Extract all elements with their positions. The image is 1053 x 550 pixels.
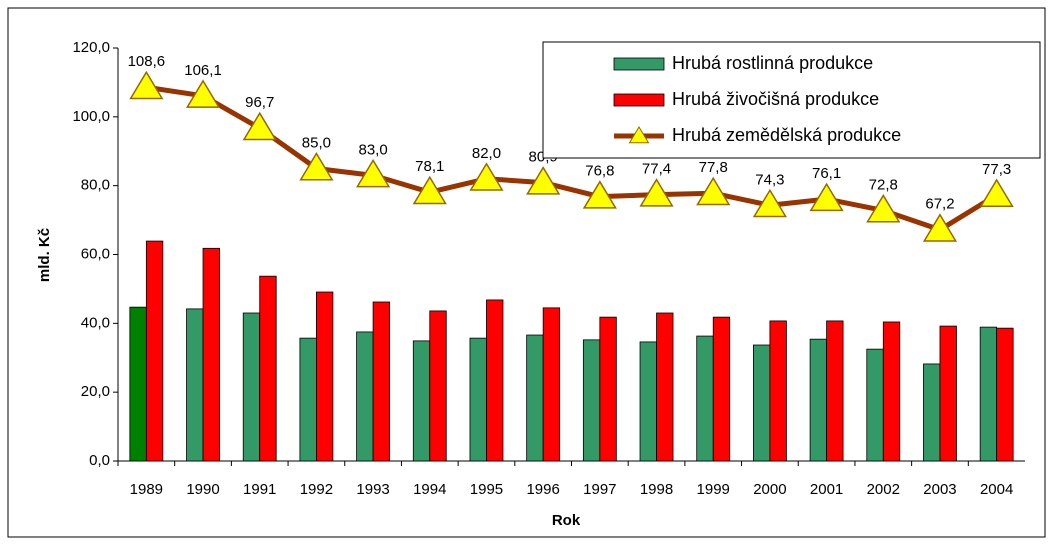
x-tick-label: 1995	[470, 481, 503, 498]
x-tick-label: 1991	[243, 481, 276, 498]
marker	[809, 182, 844, 212]
bar	[979, 326, 998, 462]
data-label: 96,7	[245, 94, 274, 111]
marker	[526, 166, 561, 195]
marker	[469, 162, 504, 191]
x-tick-label: 1992	[300, 481, 333, 498]
data-label: 82,0	[472, 145, 501, 162]
x-tick-label: 1989	[130, 481, 163, 498]
data-label: 76,8	[585, 163, 614, 180]
y-tick-label: 40,0	[81, 314, 110, 331]
bar	[486, 299, 504, 462]
bar	[542, 307, 561, 462]
x-tick-label: 2002	[867, 481, 900, 498]
marker	[185, 79, 221, 108]
x-tick-label: 2003	[923, 481, 956, 498]
data-label: 108,6	[128, 53, 166, 70]
bar	[923, 363, 941, 462]
y-axis-label: mld. Kč	[36, 228, 53, 282]
bar	[769, 320, 787, 462]
bar	[582, 339, 601, 462]
bar	[186, 308, 204, 462]
x-tick-label: 1999	[697, 481, 730, 498]
bar	[712, 316, 731, 462]
marker	[639, 178, 674, 207]
bar	[316, 291, 334, 462]
bar	[996, 327, 1014, 462]
marker	[412, 175, 447, 205]
marker	[979, 178, 1014, 207]
data-label: 77,8	[699, 159, 728, 176]
bar	[526, 334, 544, 462]
x-tick-label: 1994	[413, 481, 446, 498]
y-tick-label: 60,0	[81, 245, 110, 262]
x-tick-label: 1998	[640, 481, 673, 498]
x-tick-label: 1990	[186, 481, 219, 498]
data-label: 78,1	[415, 158, 444, 175]
y-tick-label: 0,0	[89, 452, 110, 469]
marker	[242, 111, 277, 141]
marker	[582, 180, 617, 209]
y-tick-label: 120,0	[72, 39, 110, 56]
marker	[129, 70, 164, 100]
bar	[372, 301, 390, 462]
bar	[412, 340, 431, 462]
x-tick-label: 1993	[356, 481, 389, 498]
bar	[753, 344, 771, 462]
data-label: 85,0	[302, 134, 331, 151]
x-tick-label: 2000	[753, 481, 786, 498]
bar	[242, 312, 261, 462]
marker	[922, 213, 958, 242]
bar	[866, 348, 884, 462]
x-tick-label: 1996	[526, 481, 559, 498]
bar	[882, 321, 901, 462]
y-tick-label: 80,0	[81, 177, 110, 194]
bar	[429, 310, 447, 462]
marker	[299, 152, 334, 181]
line	[145, 84, 998, 233]
marker	[356, 158, 391, 188]
bar	[809, 338, 827, 462]
bar	[356, 331, 374, 462]
legend-label: Hrubá rostlinná produkce	[672, 53, 873, 73]
legend-label: Hrubá zemědělská produkce	[672, 125, 901, 145]
legend-label: Hrubá živočišná produkce	[672, 89, 879, 109]
marker	[696, 176, 731, 206]
bar	[145, 240, 164, 462]
marker	[866, 193, 901, 223]
bar	[826, 320, 844, 462]
legend-marker	[628, 126, 650, 144]
data-label: 76,1	[812, 165, 841, 182]
data-label: 74,3	[755, 171, 784, 188]
bar	[129, 306, 147, 462]
bar	[202, 247, 220, 462]
data-label: 77,3	[982, 161, 1011, 178]
bar	[656, 312, 674, 462]
bar	[469, 337, 487, 462]
x-axis-label: Rok	[552, 512, 581, 529]
data-label: 106,1	[184, 62, 222, 79]
x-tick-label: 2004	[980, 481, 1013, 498]
bar	[696, 335, 714, 462]
bar	[259, 275, 277, 462]
y-tick-label: 100,0	[72, 108, 110, 125]
y-tick-label: 20,0	[81, 383, 110, 400]
bar	[599, 316, 617, 462]
bar	[639, 341, 657, 462]
data-label: 77,4	[642, 161, 671, 178]
legend-swatch	[613, 57, 665, 71]
data-label: 67,2	[925, 196, 954, 213]
x-tick-label: 2001	[810, 481, 843, 498]
data-label: 72,8	[869, 176, 898, 193]
bar	[939, 325, 957, 462]
bar	[299, 337, 317, 462]
data-label: 83,0	[358, 141, 387, 158]
x-tick-label: 1997	[583, 481, 616, 498]
marker	[752, 188, 787, 218]
legend-swatch	[613, 93, 665, 107]
